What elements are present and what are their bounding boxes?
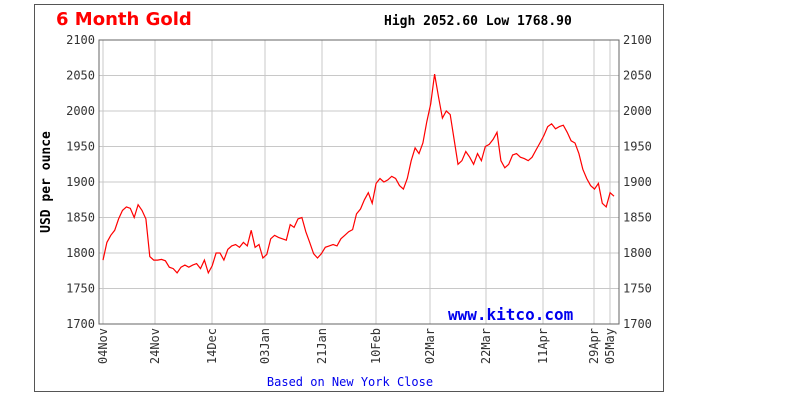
y-tick-label-right: 1750 [623, 282, 652, 296]
series-line [102, 73, 615, 275]
grid [99, 39, 619, 325]
y-tick-label-right: 1800 [623, 246, 652, 260]
x-tick-label: 24Nov [148, 328, 162, 364]
x-tick-label: 14Dec [205, 328, 219, 364]
chart-title: 6 Month Gold [56, 9, 192, 30]
y-tick-label-right: 1700 [623, 317, 652, 331]
y-tick-label-right: 1900 [623, 175, 652, 189]
y-axis-ticks: 1700 1700 1750 1750 1800 1800 1850 1850 1900 1900… [66, 33, 652, 331]
high-low-label: High 2052.60 Low 1768.90 [384, 14, 572, 29]
y-tick-label-left: 1950 [66, 140, 95, 154]
y-axis-label: USD per ounce [39, 131, 54, 233]
footer-note[interactable]: Based on New York Close [267, 375, 433, 389]
chart-frame [34, 4, 664, 392]
y-tick-label-left: 1800 [66, 246, 95, 260]
y-tick-label-left: 1900 [66, 175, 95, 189]
x-tick-label: 22Mar [479, 328, 493, 364]
y-tick-label-left: 1750 [66, 282, 95, 296]
plot-area [98, 39, 620, 325]
x-tick-label: 04Nov [96, 328, 110, 364]
y-tick-label-left: 2100 [66, 33, 95, 47]
y-tick-label-right: 1950 [623, 140, 652, 154]
brand-link[interactable]: www.kitco.com [448, 305, 574, 324]
y-tick-label-right: 2050 [623, 69, 652, 83]
x-tick-label: 03Jan [258, 328, 272, 364]
y-tick-label-left: 1850 [66, 211, 95, 225]
x-tick-label: 10Feb [369, 328, 383, 364]
x-tick-label: 05May [603, 328, 617, 364]
y-tick-label-left: 2000 [66, 104, 95, 118]
y-tick-label-left: 1700 [66, 317, 95, 331]
x-tick-label: 21Jan [315, 328, 329, 364]
x-tick-label: 29Apr [587, 328, 601, 364]
y-tick-label-right: 2100 [623, 33, 652, 47]
y-tick-label-left: 2050 [66, 69, 95, 83]
y-tick-label-right: 2000 [623, 104, 652, 118]
x-tick-label: 11Apr [536, 328, 550, 364]
y-tick-label-right: 1850 [623, 211, 652, 225]
x-tick-label: 02Mar [423, 328, 437, 364]
x-axis-ticks: 04Nov 24Nov 14Dec 03Jan 21Jan 10Feb 02Mar 22Mar… [96, 328, 617, 364]
